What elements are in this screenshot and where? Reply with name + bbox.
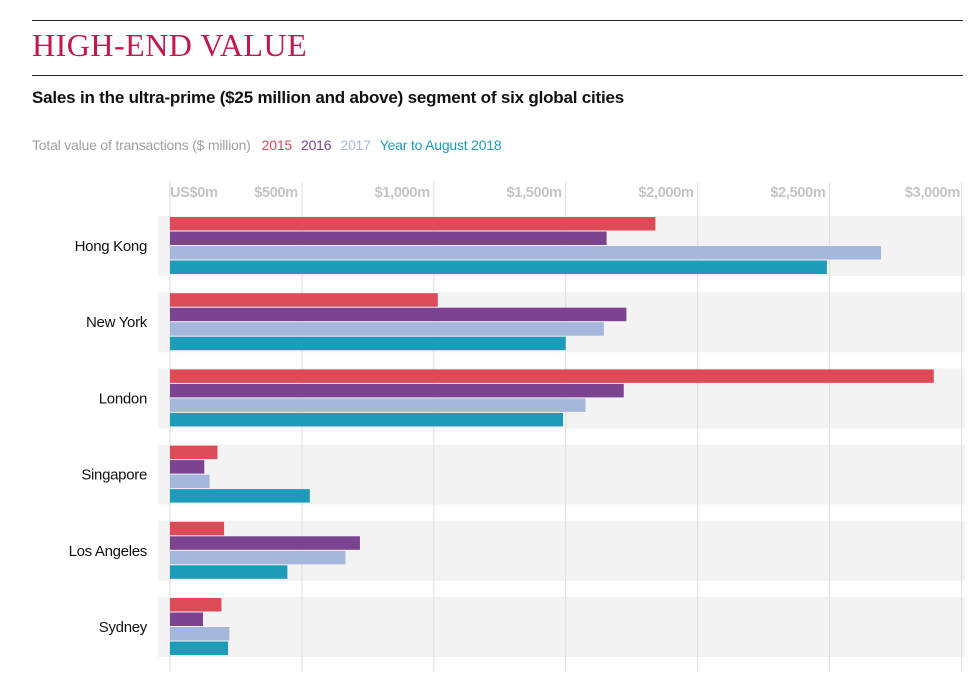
bar-2017 — [170, 474, 210, 489]
x-tick-label: $3,000m — [905, 185, 960, 201]
category-label: New York — [86, 314, 148, 331]
bar-2016 — [170, 612, 203, 626]
bar-year-to-august-2018 — [170, 336, 566, 351]
title-rule — [32, 75, 963, 76]
x-tick-label: $500m — [254, 185, 298, 201]
chart-subtitle: Sales in the ultra-prime ($25 million an… — [32, 88, 625, 107]
category-label: Singapore — [81, 467, 147, 484]
legend-item-year-to-august-2018: Year to August 2018 — [379, 137, 502, 153]
top-rule — [32, 20, 963, 21]
bar-year-to-august-2018 — [170, 260, 827, 274]
legend-item-2015: 2015 — [261, 137, 293, 153]
bar-2017 — [170, 398, 586, 412]
bar-2017 — [170, 322, 604, 336]
bar-2015 — [170, 598, 222, 612]
bar-year-to-august-2018 — [170, 641, 229, 655]
x-tick-label: US$0m — [170, 185, 218, 201]
bar-2016 — [170, 231, 607, 245]
bar-year-to-august-2018 — [170, 412, 564, 427]
bar-2017 — [170, 550, 346, 565]
legend-item-2017: 2017 — [340, 137, 371, 153]
bar-2016 — [170, 383, 624, 398]
bar-2017 — [170, 627, 230, 641]
legend-item-2016: 2016 — [301, 137, 332, 153]
legend-items: 2015 2016 2017 Year to August 2018 — [262, 137, 502, 153]
x-tick-label: $2,500m — [770, 185, 825, 201]
x-tick-label: $1,500m — [507, 185, 562, 201]
bar-2015 — [170, 521, 225, 536]
x-tick-label: $1,000m — [375, 185, 430, 201]
legend: Total value of transactions ($ million) … — [32, 137, 502, 153]
category-label: London — [99, 390, 147, 407]
category-band — [158, 597, 965, 657]
x-tick-label: $2,000m — [638, 185, 693, 201]
bar-2015 — [170, 217, 656, 231]
category-label: Sydney — [99, 619, 148, 636]
bar-year-to-august-2018 — [170, 565, 288, 579]
bar-year-to-august-2018 — [170, 489, 310, 503]
category-label: Los Angeles — [69, 543, 147, 560]
bar-2015 — [170, 293, 438, 307]
bar-2016 — [170, 536, 360, 550]
legend-axis-description: Total value of transactions ($ million) — [32, 137, 251, 153]
bar-2016 — [170, 307, 627, 322]
bar-2016 — [170, 460, 205, 474]
bar-2017 — [170, 246, 881, 260]
chart-title: HIGH-END VALUE — [32, 27, 308, 63]
bar-2015 — [170, 369, 934, 383]
bar-2015 — [170, 445, 218, 460]
category-label: Hong Kong — [75, 238, 147, 255]
